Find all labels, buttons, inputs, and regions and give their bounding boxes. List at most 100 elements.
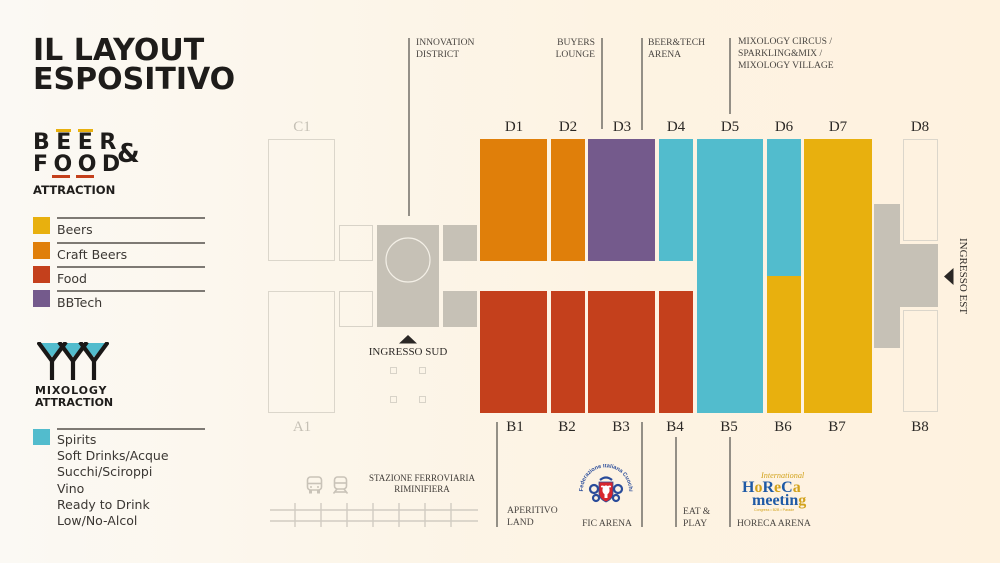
legend-label: Beers — [57, 222, 93, 237]
hall-b8 — [903, 310, 938, 412]
hall-b3 — [588, 291, 655, 413]
legend-item-bbtech: BBTech — [33, 290, 205, 314]
small-square — [390, 396, 397, 403]
callout-text: EAT & — [683, 506, 711, 517]
callout-text: HORECA ARENA — [737, 518, 811, 529]
logo-bar-yellow — [78, 129, 93, 132]
callout-text: MIXOLOGY VILLAGE — [738, 60, 834, 71]
hall-b4 — [659, 291, 693, 413]
logo-bar-yellow — [56, 129, 71, 132]
arrow-left-icon — [944, 268, 954, 285]
hall-label-c1: C1 — [293, 119, 311, 135]
hall-label-d2: D2 — [558, 119, 578, 135]
hall-label-b7: B7 — [828, 419, 846, 435]
callout-text: PLAY — [683, 518, 708, 529]
small-square — [419, 367, 426, 374]
legend-item-beers: Beers — [33, 217, 205, 241]
hall-b1 — [480, 291, 547, 413]
legend-label: Craft Beers — [57, 247, 128, 262]
callout-text: SPARKLING&MIX / — [738, 48, 823, 59]
hall-label-d7: D7 — [828, 119, 848, 135]
callout-text: ARENA — [648, 49, 682, 60]
hall-label-b1: B1 — [506, 419, 524, 435]
horeca-logo-tagline: Congress • B2B • Parade — [754, 508, 794, 512]
legend-item: Succhi/Sciroppi — [57, 464, 153, 480]
small-square — [419, 396, 426, 403]
horeca-logo-word2: meeting — [752, 492, 806, 509]
east-entrance-block — [900, 244, 938, 307]
railway-tracks — [270, 503, 478, 527]
hall-label-d6: D6 — [774, 119, 794, 135]
horeca-meeting-logo: International HoReCa meeting Congress • … — [742, 471, 806, 512]
service-box — [339, 225, 373, 261]
service-block — [443, 291, 477, 327]
logo-bar-red — [52, 175, 70, 178]
legend-divider — [57, 217, 205, 219]
legend-divider — [57, 266, 205, 268]
callout-innovation-district: INNOVATION DISTRICT — [416, 37, 474, 61]
hall-d6 — [767, 139, 801, 276]
entrance-south-label: INGRESSO SUD — [368, 346, 448, 358]
color-swatch — [33, 217, 50, 234]
callout-horeca-arena: HORECA ARENA — [737, 518, 811, 530]
hall-label-b3: B3 — [612, 419, 630, 435]
hall-d8 — [903, 139, 938, 241]
hall-label-b5: B5 — [720, 419, 738, 435]
legend-divider — [57, 428, 205, 430]
hall-b2 — [551, 291, 585, 413]
hall-d2 — [551, 139, 585, 261]
arrow-up-icon — [399, 335, 417, 344]
hall-label-d1: D1 — [504, 119, 524, 135]
callout-mixology-areas: MIXOLOGY CIRCUS / SPARKLING&MIX / MIXOLO… — [738, 36, 834, 72]
hall-label-d3: D3 — [612, 119, 632, 135]
legend-item: Soft Drinks/Acque — [57, 448, 169, 464]
service-block — [443, 225, 477, 261]
logo-word-food: FOOD — [33, 152, 126, 177]
callout-beer-tech-arena: BEER&TECH ARENA — [648, 37, 705, 61]
callout-text: LAND — [507, 517, 534, 528]
hall-d5-b5 — [697, 139, 763, 413]
hall-a1 — [268, 291, 335, 413]
legend-item-food: Food — [33, 266, 205, 290]
circle-icon — [385, 237, 431, 283]
page-title-line1: IL LAYOUT — [33, 33, 205, 68]
legend-label: Food — [57, 271, 87, 286]
callout-text: MIXOLOGY CIRCUS / — [738, 36, 832, 47]
color-swatch — [33, 266, 50, 283]
hall-label-b2: B2 — [558, 419, 576, 435]
hall-label-a1: A1 — [292, 419, 312, 435]
callout-text: BUYERS — [557, 37, 595, 48]
color-swatch — [33, 242, 50, 259]
hall-b6 — [767, 276, 801, 413]
east-entrance-block — [874, 204, 900, 348]
hall-d3 — [588, 139, 655, 261]
mixology-logo-line2: ATTRACTION — [35, 396, 114, 409]
hall-d4 — [659, 139, 693, 261]
legend-item: Low/No-Alcol — [57, 513, 138, 529]
hall-c1 — [268, 139, 335, 261]
legend-label: BBTech — [57, 295, 103, 310]
callout-aperitivo-land: APERITIVO LAND — [507, 505, 558, 529]
horeca-logo-word1: HoReCa — [742, 479, 801, 496]
legend-divider — [57, 290, 205, 292]
mixology-legend-list: Spirits Soft Drinks/Acque Succhi/Sciropp… — [57, 432, 169, 529]
callout-buyers-lounge: BUYERS LOUNGE — [535, 37, 595, 61]
station-name-line1: STAZIONE FERROVIARIA — [368, 473, 476, 483]
logo-ampersand: & — [117, 139, 140, 169]
color-swatch-spirits — [33, 429, 50, 445]
service-box — [339, 291, 373, 327]
bus-icon — [306, 476, 323, 494]
hall-d7-b7 — [804, 139, 872, 413]
page-title: IL LAYOUT ESPOSITIVO — [33, 33, 235, 95]
callout-text: LOUNGE — [555, 49, 595, 60]
hall-label-d5: D5 — [720, 119, 740, 135]
legend-item: Spirits — [57, 432, 97, 447]
callout-text: DISTRICT — [416, 49, 460, 60]
legend-item: Vino — [57, 480, 85, 496]
legend-item-craft-beers: Craft Beers — [33, 242, 205, 266]
train-icon — [332, 476, 349, 494]
ornament-icon — [588, 476, 624, 503]
hall-label-b8: B8 — [911, 419, 929, 435]
